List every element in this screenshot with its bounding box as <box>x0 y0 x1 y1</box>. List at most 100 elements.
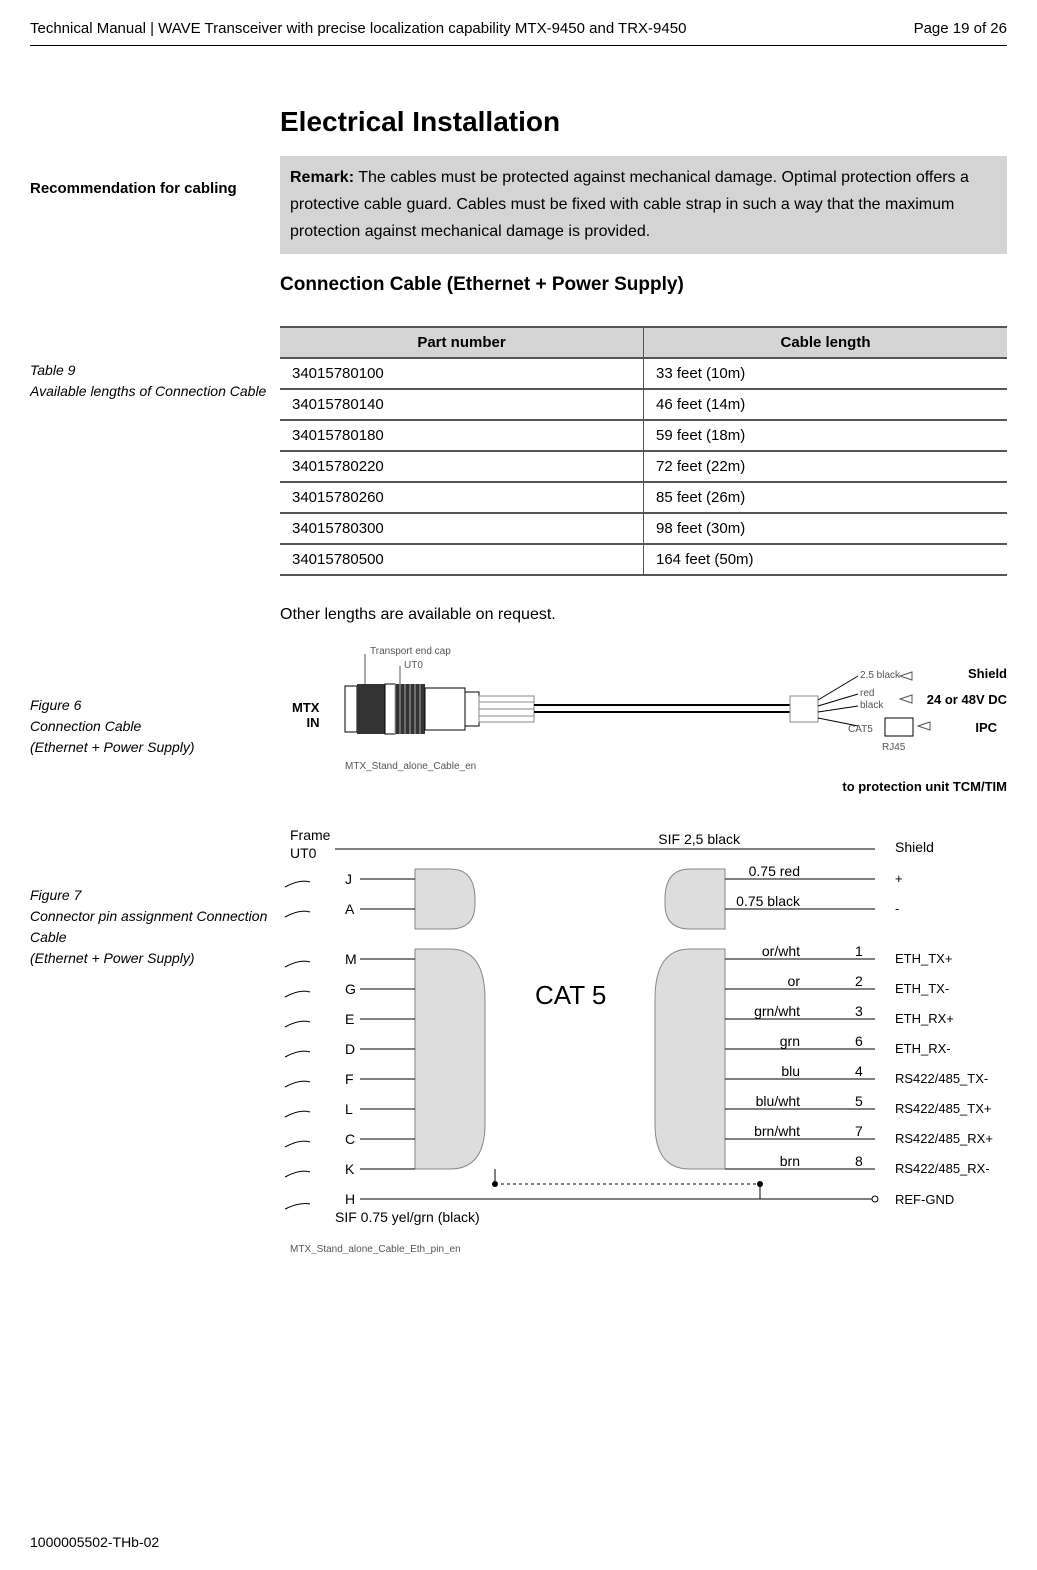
table-row: 34015780500164 feet (50m) <box>280 544 1007 575</box>
table-cell: 59 feet (18m) <box>644 420 1008 451</box>
table-row: 3401578018059 feet (18m) <box>280 420 1007 451</box>
fig6-caption3: (Ethernet + Power Supply) <box>30 737 280 758</box>
figure-7: Frame UT0 SIF 2,5 black Shield CAT 5 H R… <box>280 824 1007 1254</box>
signal-name: RS422/485_RX+ <box>895 1131 993 1146</box>
lbl-red: red <box>860 688 874 699</box>
pin-letter: G <box>345 981 356 997</box>
wire-color: brn/wht <box>754 1123 800 1139</box>
signal-name: + <box>895 871 903 886</box>
figure7-svg: Frame UT0 SIF 2,5 black Shield CAT 5 H R… <box>280 824 1000 1254</box>
remark-label: Remark: <box>290 169 354 186</box>
table-cell: 72 feet (22m) <box>644 451 1008 482</box>
pin-letter: E <box>345 1011 354 1027</box>
lbl-cat5-7: CAT 5 <box>535 980 606 1010</box>
pin-num: 1 <box>855 943 863 959</box>
table-cell: 85 feet (26m) <box>644 482 1008 513</box>
th-part: Part number <box>280 327 644 358</box>
th-length: Cable length <box>644 327 1008 358</box>
figure6-svg: 2.5 black red black CAT5 RJ45 Transport … <box>300 644 940 774</box>
lbl-sif-top: SIF 2,5 black <box>658 831 741 847</box>
table9-caption1: Table 9 <box>30 360 280 381</box>
pin-letter: F <box>345 1071 354 1087</box>
table-row: 3401578022072 feet (22m) <box>280 451 1007 482</box>
lbl-ut0-7: UT0 <box>290 845 317 861</box>
table-cell: 33 feet (10m) <box>644 358 1008 389</box>
table-cell: 34015780180 <box>280 420 644 451</box>
signal-name: ETH_RX- <box>895 1041 951 1056</box>
lbl-mtx-in: MTXIN <box>292 700 319 731</box>
table-row: 3401578010033 feet (10m) <box>280 358 1007 389</box>
signal-name: ETH_TX- <box>895 981 949 996</box>
wire-color: or <box>788 973 801 989</box>
pin-num: 4 <box>855 1063 863 1079</box>
fig7-caption1: Figure 7 <box>30 885 280 906</box>
note-text: Other lengths are available on request. <box>280 606 1007 624</box>
lbl-sif-bottom: SIF 0.75 yel/grn (black) <box>335 1209 480 1225</box>
lbl-black: black <box>860 700 884 711</box>
table-cell: 34015780300 <box>280 513 644 544</box>
lbl-dc: 24 or 48V DC <box>927 692 1007 707</box>
lbl-cat5: CAT5 <box>848 724 873 735</box>
pin-num: 8 <box>855 1153 863 1169</box>
lbl-to-protection: to protection unit TCM/TIM <box>842 779 1007 794</box>
pin-num: 7 <box>855 1123 863 1139</box>
side-recommendation: Recommendation for cabling <box>30 178 280 201</box>
fig7-caption2: Connector pin assignment Connection Cabl… <box>30 906 280 948</box>
table9-caption2: Available lengths of Connection Cable <box>30 381 280 402</box>
pin-letter: D <box>345 1041 355 1057</box>
table-row: 3401578030098 feet (30m) <box>280 513 1007 544</box>
wire-color: grn <box>780 1033 800 1049</box>
signal-name: ETH_TX+ <box>895 951 952 966</box>
table-cell: 34015780100 <box>280 358 644 389</box>
lbl-ipc: IPC <box>975 720 997 735</box>
wire-color: or/wht <box>762 943 800 959</box>
page-number: Page 19 of 26 <box>914 20 1007 37</box>
lbl-ut0: UT0 <box>404 660 423 671</box>
doc-title: Technical Manual | WAVE Transceiver with… <box>30 20 686 37</box>
pin-letter: L <box>345 1101 353 1117</box>
table-cell: 34015780140 <box>280 389 644 420</box>
lbl-25black: 2.5 black <box>860 670 901 681</box>
pin-letter: J <box>345 871 352 887</box>
signal-name: RS422/485_TX+ <box>895 1101 991 1116</box>
sub-heading: Connection Cable (Ethernet + Power Suppl… <box>280 274 1007 296</box>
fig7-footer: MTX_Stand_alone_Cable_Eth_pin_en <box>290 1244 461 1254</box>
table-cell: 46 feet (14m) <box>644 389 1008 420</box>
table-cell: 34015780500 <box>280 544 644 575</box>
fig6-footer: MTX_Stand_alone_Cable_en <box>345 761 476 772</box>
wire-color: brn <box>780 1153 800 1169</box>
pin-num: 3 <box>855 1003 863 1019</box>
pin-letter: A <box>345 901 355 917</box>
lbl-frame: Frame <box>290 827 331 843</box>
sig-refgnd: REF-GND <box>895 1192 954 1207</box>
wire-color: blu <box>781 1063 800 1079</box>
sig-shield: Shield <box>895 839 934 855</box>
signal-name: - <box>895 901 899 916</box>
fig6-caption1: Figure 6 <box>30 695 280 716</box>
lbl-shield: Shield <box>968 666 1007 681</box>
table-cell: 98 feet (30m) <box>644 513 1008 544</box>
wire-color: grn/wht <box>754 1003 800 1019</box>
lbl-transport-cap: Transport end cap <box>370 646 451 657</box>
signal-name: RS422/485_RX- <box>895 1161 990 1176</box>
signal-name: ETH_RX+ <box>895 1011 954 1026</box>
signal-name: RS422/485_TX- <box>895 1071 988 1086</box>
main-heading: Electrical Installation <box>280 106 1007 138</box>
doc-footer: 1000005502-THb-02 <box>30 1534 159 1550</box>
lbl-rj45: RJ45 <box>882 742 906 753</box>
table-cell: 34015780220 <box>280 451 644 482</box>
pin-num: 6 <box>855 1033 863 1049</box>
table-row: 3401578014046 feet (14m) <box>280 389 1007 420</box>
table-cell: 34015780260 <box>280 482 644 513</box>
wire-color: 0.75 red <box>749 863 800 879</box>
table-row: 3401578026085 feet (26m) <box>280 482 1007 513</box>
pin-num: 5 <box>855 1093 863 1109</box>
table-cell: 164 feet (50m) <box>644 544 1008 575</box>
pin-letter: K <box>345 1161 355 1177</box>
remark-box: Remark: The cables must be protected aga… <box>280 156 1007 254</box>
pin-letter: C <box>345 1131 355 1147</box>
pin-h: H <box>345 1191 355 1207</box>
wire-color: 0.75 black <box>736 893 801 909</box>
pin-num: 2 <box>855 973 863 989</box>
pin-letter: M <box>345 951 357 967</box>
